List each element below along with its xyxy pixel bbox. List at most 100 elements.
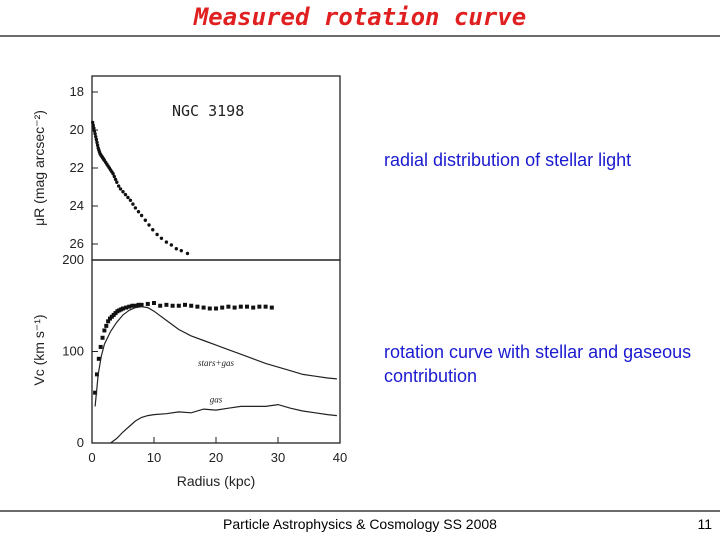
footer-text: Particle Astrophysics & Cosmology SS 200… (223, 516, 497, 532)
brightness-point (121, 190, 125, 194)
y-axis-label-velocity: Vc (km s⁻¹) (31, 314, 47, 385)
top-y-tick-label: 22 (70, 160, 84, 175)
top-y-tick-label: 24 (70, 198, 84, 213)
observed-velocity-point (214, 306, 218, 311)
brightness-point (164, 240, 169, 244)
brightness-point (90, 120, 95, 125)
observed-velocity-point (263, 304, 268, 309)
brightness-point (174, 247, 179, 251)
brightness-point (133, 206, 138, 210)
brightness-point (95, 140, 99, 145)
caption-rotation-curve: rotation curve with stellar and gaseous … (384, 342, 692, 386)
observed-velocity-point (133, 303, 138, 308)
observed-velocity-point (176, 303, 181, 308)
observed-velocity-point (201, 305, 206, 310)
brightness-point (92, 129, 97, 133)
observed-velocity-point (98, 344, 103, 349)
brightness-point (159, 236, 164, 240)
observed-velocity-point (145, 301, 150, 306)
brightness-point (155, 232, 159, 237)
observed-velocity-point (100, 335, 105, 340)
brightness-point (139, 213, 144, 218)
observed-velocity-point (139, 302, 144, 307)
slide-title: Measured rotation curve (193, 3, 527, 31)
brightness-point (93, 132, 97, 136)
top-y-tick-label: 26 (70, 236, 84, 251)
page-number: 11 (697, 516, 712, 532)
observed-velocity-point (257, 304, 262, 309)
chart-title-ngc: NGC 3198 (172, 102, 244, 120)
stars-gas-label: stars+gas (198, 358, 235, 368)
x-tick-label: 20 (209, 450, 223, 465)
observed-velocity-point (269, 305, 274, 310)
brightness-point (147, 223, 151, 227)
bottom-y-tick-label: 100 (62, 344, 84, 359)
observed-velocity-point (106, 319, 111, 324)
brightness-point (116, 184, 121, 188)
brightness-point (115, 180, 119, 184)
observed-velocity-point (220, 305, 225, 310)
observed-velocity-point (232, 305, 237, 310)
gas-label: gas (210, 395, 223, 405)
brightness-point (151, 228, 155, 232)
observed-velocity-point (164, 302, 169, 307)
top-divider (0, 35, 720, 37)
observed-velocity-point (104, 323, 109, 328)
bottom-y-tick-label: 0 (77, 435, 84, 450)
brightness-point (111, 172, 115, 176)
observed-velocity-point (94, 372, 99, 377)
observed-velocity-point (121, 306, 125, 311)
x-tick-label: 30 (271, 450, 285, 465)
top-panel-axes: 18 20 22 24 26 (70, 84, 98, 251)
observed-velocity-point (183, 302, 187, 307)
gas-curve (110, 403, 337, 444)
brightness-point (112, 174, 117, 179)
brightness-point (113, 177, 118, 182)
brightness-point (118, 187, 123, 191)
brightness-point (185, 251, 190, 256)
observed-velocity-point (245, 304, 249, 309)
brightness-point (169, 243, 174, 247)
x-axis-label-radius: Radius (kpc) (177, 473, 256, 489)
x-tick-label: 0 (88, 450, 95, 465)
observed-velocity-point (195, 304, 200, 309)
bottom-panel-axes: 0 100 200 0 10 20 30 40 (62, 252, 347, 465)
brightness-point (128, 198, 133, 202)
brightness-point (94, 137, 99, 142)
bottom-divider (0, 510, 720, 512)
brightness-point (126, 195, 130, 200)
brightness-point (92, 126, 96, 130)
x-tick-label: 10 (147, 450, 161, 465)
caption-stellar-light: radial distribution of stellar light (384, 150, 632, 170)
brightness-point (95, 143, 100, 147)
bottom-y-tick-label: 200 (62, 252, 84, 267)
observed-velocity-point (102, 328, 107, 333)
observed-velocity-point (158, 303, 163, 308)
brightness-point (91, 123, 95, 127)
top-panel-points (90, 120, 190, 256)
top-y-tick-label: 18 (70, 84, 84, 99)
observed-velocity-point (130, 303, 135, 308)
stars-gas-curve (94, 306, 337, 407)
observed-velocity-point (93, 390, 98, 395)
brightness-point (94, 134, 98, 139)
brightness-point (136, 210, 141, 214)
observed-velocity-point (127, 304, 132, 309)
observed-velocity-point (238, 304, 243, 309)
observed-velocity-point (152, 301, 156, 306)
observed-velocity-point (170, 303, 175, 308)
brightness-point (131, 202, 135, 206)
y-axis-label-brightness: μR (mag arcsec⁻²) (31, 110, 47, 226)
observed-velocity-point (226, 304, 231, 309)
brightness-point (143, 218, 148, 222)
top-y-tick-label: 20 (70, 122, 84, 137)
observed-velocity-point (96, 356, 101, 361)
observed-velocity-point (251, 305, 256, 310)
observed-velocity-point (136, 302, 141, 307)
observed-velocity-point (189, 303, 194, 308)
brightness-point (123, 192, 128, 197)
observed-velocity-point (124, 305, 129, 310)
brightness-point (179, 248, 183, 253)
bottom-panel-series: stars+gas gas (93, 301, 337, 444)
x-tick-label: 40 (333, 450, 347, 465)
